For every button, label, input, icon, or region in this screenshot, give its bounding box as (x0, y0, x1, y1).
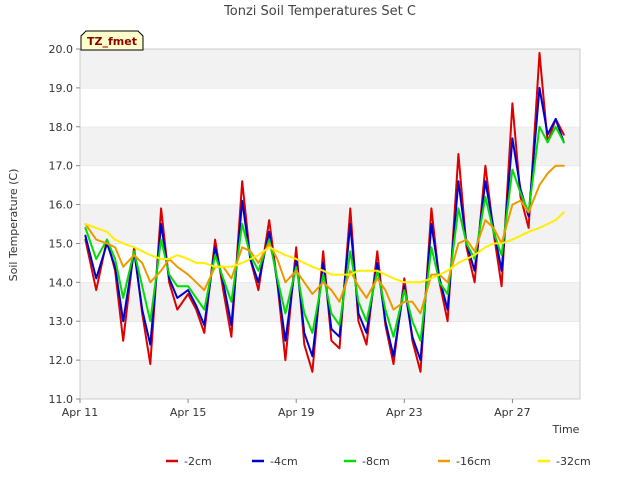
y-tick-label: 17.0 (49, 160, 74, 173)
x-tick-label: Apr 15 (170, 406, 207, 419)
plot-band (80, 87, 580, 127)
legend-label: -16cm (456, 455, 491, 468)
x-tick-label: Apr 27 (494, 406, 531, 419)
plot-band (80, 126, 580, 166)
series-lines (84, 51, 565, 373)
x-tick-label: Apr 23 (386, 406, 423, 419)
y-tick-label: 11.0 (49, 393, 74, 406)
y-ticks: 11.0 12.0 13.0 14.0 15.0 16.0 17.0 18.0 19.0 20.0 (49, 43, 80, 406)
y-tick-label: 15.0 (49, 237, 74, 250)
chart-title: Tonzi Soil Temperatures Set C (223, 4, 416, 19)
station-tag-label: TZ_fmet (87, 35, 137, 48)
x-tick-label: Apr 11 (62, 406, 99, 419)
y-axis-label: Soil Temperature (C) (7, 169, 20, 282)
legend-label: -8cm (362, 455, 390, 468)
y-tick-label: 16.0 (49, 199, 74, 212)
x-tick-label: Apr 19 (278, 406, 315, 419)
plot-band (80, 49, 580, 88)
legend-label: -2cm (184, 455, 212, 468)
y-tick-label: 12.0 (49, 354, 74, 367)
station-tag: TZ_fmet (80, 30, 144, 51)
y-tick-label: 13.0 (49, 315, 74, 328)
y-tick-label: 19.0 (49, 82, 74, 95)
legend: -2cm -4cm -8cm -16cm -32cm (166, 455, 591, 468)
legend-label: -32cm (556, 455, 591, 468)
plot-frame (79, 48, 581, 400)
x-ticks: Apr 11 Apr 15 Apr 19 Apr 23 Apr 27 (62, 399, 531, 419)
series-line-minus-8cm (84, 125, 565, 342)
x-axis-label: Time (552, 423, 580, 436)
y-tick-label: 20.0 (49, 43, 74, 56)
plot-band (80, 165, 580, 205)
y-tick-label: 14.0 (49, 276, 74, 289)
station-tag-box (80, 30, 144, 51)
legend-label: -4cm (270, 455, 298, 468)
series-line-minus-32cm (84, 211, 565, 284)
y-tick-label: 18.0 (49, 121, 74, 134)
plot-band (80, 360, 580, 399)
series-line-minus-16cm (84, 164, 565, 315)
